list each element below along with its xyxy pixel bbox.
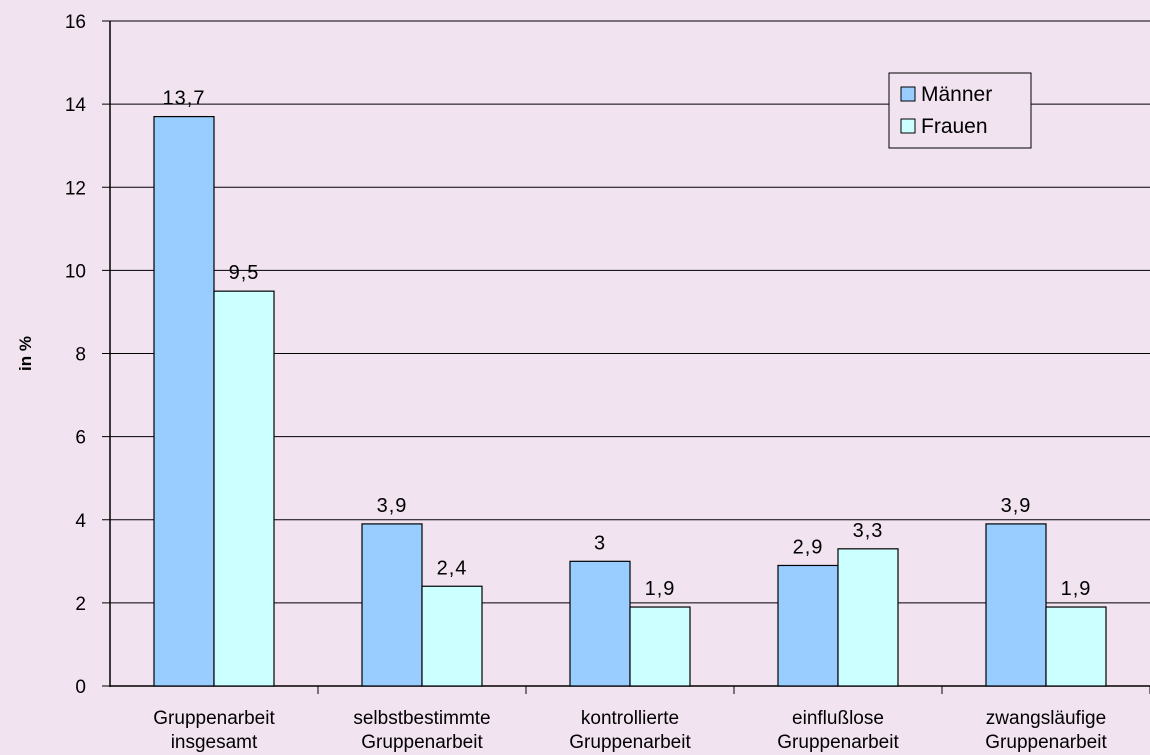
- data-label: 3: [594, 532, 606, 554]
- category-labels: Gruppenarbeit insgesamt selbstbestimmte Gru…: [153, 708, 1107, 753]
- y-axis-label: in %: [16, 336, 35, 371]
- data-label: 1,9: [645, 578, 676, 600]
- data-labels: 13,7 9,5 3,9 2,4 3 1,9 2,9 3,3 3,9 1,9: [163, 88, 1092, 600]
- bar-maenner: [777, 564, 839, 687]
- data-label: 1,9: [1061, 578, 1092, 600]
- legend-label: Frauen: [921, 115, 988, 138]
- y-tick-labels: 0 2 4 6 8 10 12 14 16: [65, 12, 87, 698]
- y-tick-label: 6: [75, 428, 86, 449]
- data-label: 3,3: [853, 520, 884, 542]
- category-label: zwangsläufige: [986, 708, 1106, 729]
- data-label: 3,9: [377, 495, 408, 517]
- category-label: kontrollierte: [581, 708, 679, 729]
- category-label: Gruppenarbeit: [777, 732, 899, 753]
- y-tick-label: 12: [65, 178, 86, 199]
- legend-swatch: [900, 118, 916, 134]
- y-tick-label: 16: [65, 12, 86, 33]
- y-tick-label: 0: [75, 677, 86, 698]
- bar-maenner: [985, 523, 1047, 687]
- legend-label: Männer: [921, 83, 992, 106]
- category-label: Gruppenarbeit: [985, 732, 1107, 753]
- legend-box: [888, 72, 1032, 149]
- bar-frauen: [213, 290, 275, 687]
- y-tick-label: 10: [65, 261, 86, 282]
- bars: [153, 115, 1107, 687]
- bar-frauen: [837, 548, 899, 687]
- bar-frauen: [1045, 606, 1107, 687]
- bar-frauen: [629, 606, 691, 687]
- category-label: insgesamt: [171, 732, 258, 753]
- y-tick-label: 2: [75, 594, 86, 615]
- bar-maenner: [153, 115, 215, 687]
- bar-frauen: [421, 585, 483, 687]
- category-label: einflußlose: [792, 708, 884, 729]
- bar-maenner: [569, 560, 631, 687]
- data-label: 13,7: [163, 88, 206, 110]
- data-label: 3,9: [1001, 495, 1032, 517]
- data-label: 2,4: [437, 557, 468, 579]
- category-label: Gruppenarbeit: [569, 732, 691, 753]
- y-tick-label: 4: [75, 511, 86, 532]
- y-tick-label: 8: [75, 345, 86, 366]
- y-tick-label: 14: [65, 95, 87, 116]
- category-label: Gruppenarbeit: [361, 732, 483, 753]
- category-label: Gruppenarbeit: [153, 708, 275, 729]
- category-label: selbstbestimmte: [353, 708, 490, 729]
- bar-maenner: [361, 523, 423, 687]
- data-label: 9,5: [229, 262, 260, 284]
- legend: Männer Frauen: [888, 72, 1032, 149]
- data-label: 2,9: [793, 536, 824, 558]
- legend-swatch: [900, 86, 916, 102]
